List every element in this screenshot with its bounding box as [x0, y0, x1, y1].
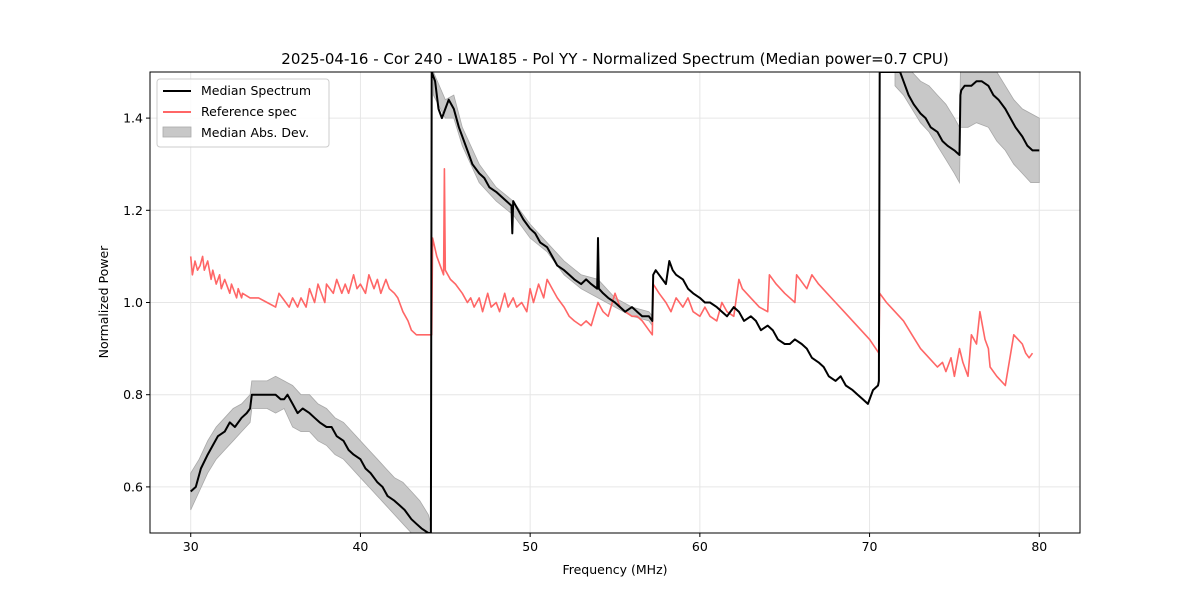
- chart-title: 2025-04-16 - Cor 240 - LWA185 - Pol YY -…: [281, 50, 948, 68]
- series-group: [189, 72, 1040, 533]
- legend-mad-swatch: [162, 126, 192, 138]
- legend-mad-label: Median Abs. Dev.: [201, 125, 309, 140]
- y-tick-label: 1.0: [123, 295, 143, 310]
- y-tick-label: 1.4: [123, 111, 143, 126]
- x-tick-label: 50: [522, 539, 538, 554]
- y-tick-label: 0.8: [123, 387, 143, 402]
- legend: Median Spectrum Reference spec Median Ab…: [156, 78, 330, 148]
- x-axis-label: Frequency (MHz): [562, 562, 667, 577]
- y-axis: 0.6 0.8 1.0 1.2 1.4: [123, 111, 150, 494]
- mad-band: [894, 72, 1040, 185]
- x-tick-label: 80: [1031, 539, 1047, 554]
- median-spectrum-line: [190, 72, 1040, 533]
- mad-band-group: [190, 72, 1040, 533]
- mad-band: [190, 375, 432, 533]
- legend-reference-label: Reference spec: [201, 104, 297, 119]
- x-tick-label: 60: [692, 539, 708, 554]
- x-tick-label: 30: [183, 539, 199, 554]
- x-tick-label: 70: [862, 539, 878, 554]
- x-axis: 30 40 50 60 70 80: [183, 533, 1047, 554]
- y-tick-label: 0.6: [123, 479, 143, 494]
- legend-box: [156, 78, 330, 148]
- legend-median-label: Median Spectrum: [201, 83, 311, 98]
- x-tick-label: 40: [352, 539, 368, 554]
- y-tick-label: 1.2: [123, 203, 143, 218]
- y-axis-label: Normalized Power: [96, 245, 111, 359]
